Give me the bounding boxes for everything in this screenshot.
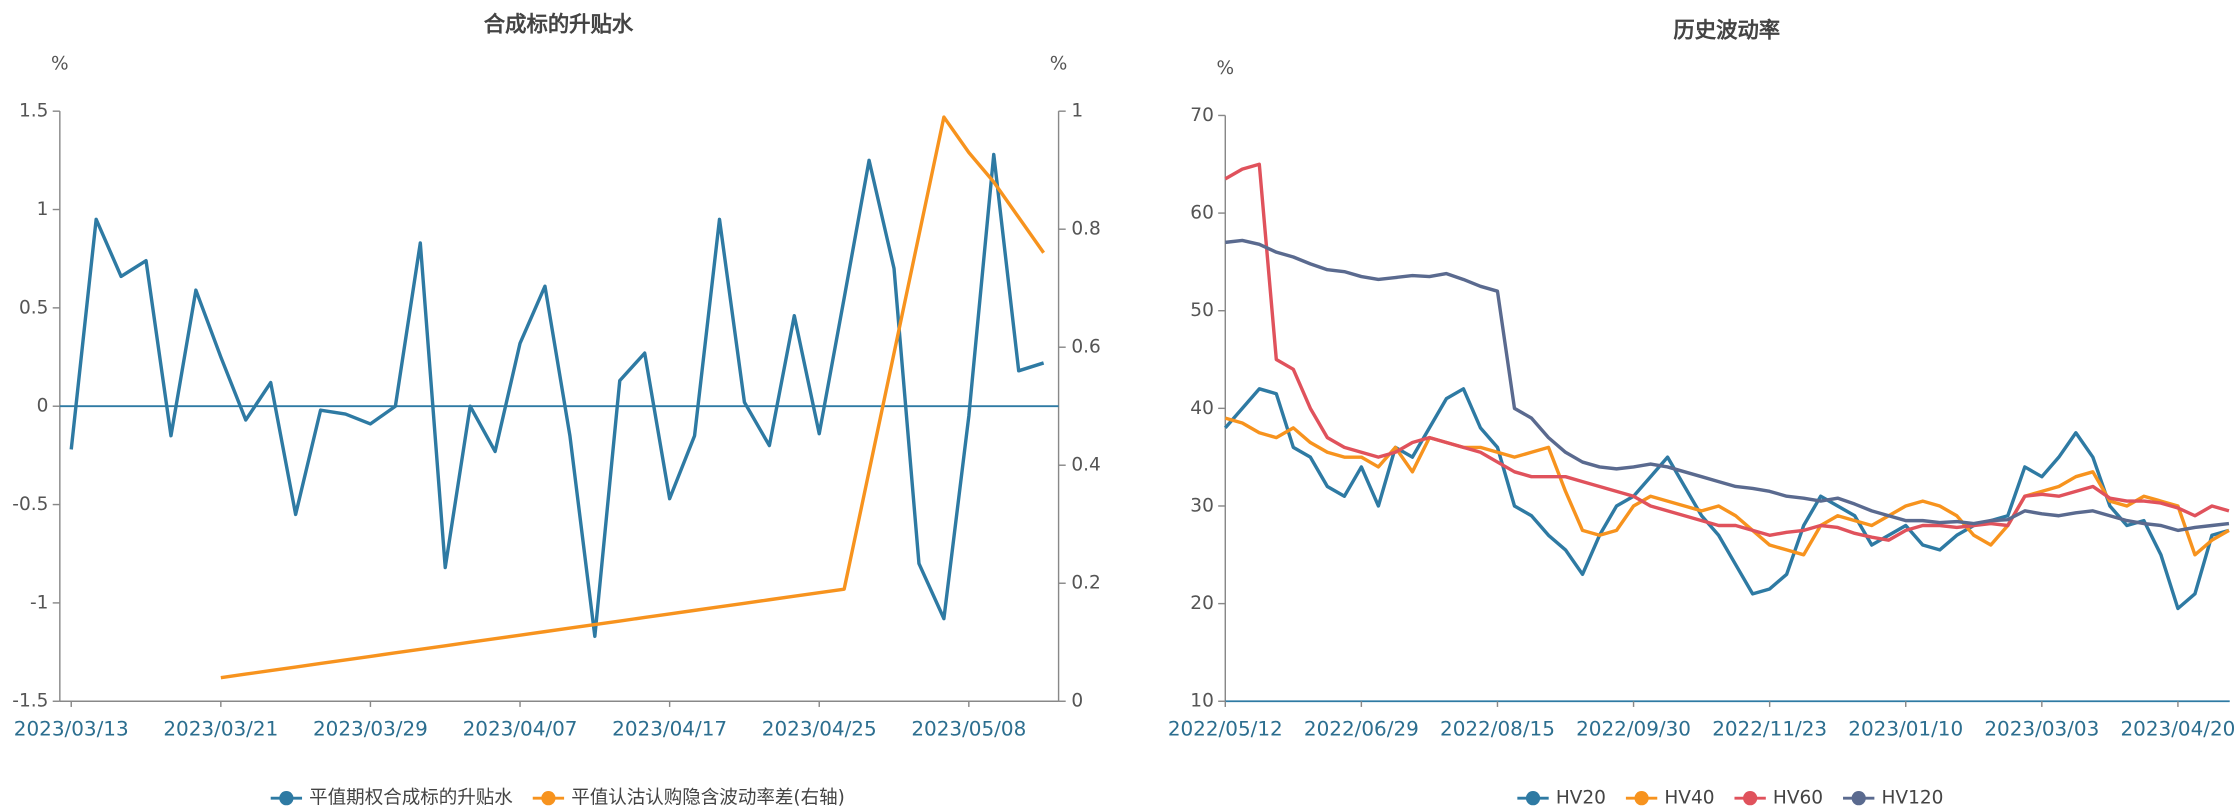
series-line [1224,416,2230,557]
legend-marker [1634,791,1649,806]
y-tick-label: 40 [1190,398,1214,419]
x-tick-label: 2023/04/07 [463,716,578,740]
y-tick-label: 30 [1190,495,1214,516]
y-tick-label: 70 [1190,105,1214,126]
chart-title: 合成标的升贴水 [484,12,634,38]
series-line [220,115,1046,680]
y-tick-label: 0.5 [19,297,48,318]
y2-tick-label: 0.2 [1071,573,1100,594]
x-tick-label: 2022/09/30 [1576,716,1691,740]
y-tick-label: -1 [30,592,48,613]
legend-label: 平值期权合成标的升贴水 [309,788,513,809]
legend-label: HV120 [1882,788,1944,809]
legend-marker [279,791,294,806]
y-tick-label: -0.5 [12,494,48,515]
x-tick-label: 2023/04/17 [612,716,727,740]
legend-label: HV20 [1556,788,1606,809]
y2-unit: % [1050,54,1068,75]
y-tick-label: 20 [1190,593,1214,614]
y-tick-label: 10 [1190,691,1214,712]
y-unit: % [1216,58,1234,79]
y2-tick-label: 0.8 [1071,219,1100,240]
series-line [69,152,1045,639]
legend-marker [541,791,556,806]
x-tick-label: 2023/03/29 [313,716,428,740]
legend-marker [1525,791,1541,806]
x-tick-label: 2022/08/15 [1440,716,1555,740]
x-tick-label: 2022/06/29 [1304,716,1419,740]
legend-label: HV40 [1664,788,1714,809]
legend-label: 平值认沽认购隐含波动率差(右轴) [571,788,845,809]
x-tick-label: 2023/03/21 [163,716,278,740]
x-tick-label: 2023/03/13 [14,716,129,740]
legend-label: HV60 [1773,788,1823,809]
y2-tick-label: 1 [1071,101,1083,122]
y-tick-label: 1 [37,199,49,220]
chart-title: 历史波动率 [1673,17,1780,43]
series-line [1223,387,2230,611]
y-unit: % [51,54,69,75]
y-tick-label: 1.5 [19,101,48,122]
y2-tick-label: 0.6 [1071,337,1100,358]
x-tick-label: 2023/04/20 [2120,716,2234,740]
y-tick-label: 60 [1190,203,1214,224]
y-tick-label: 0 [37,396,49,417]
y2-tick-label: 0.4 [1071,455,1100,476]
x-tick-label: 2023/03/03 [1984,716,2099,740]
x-tick-label: 2022/11/23 [1712,716,1827,740]
series-line [1224,162,2230,542]
x-tick-label: 2023/01/10 [1848,716,1963,740]
x-tick-label: 2022/05/12 [1168,716,1283,740]
series-line [1225,238,2230,533]
legend-marker [1851,791,1866,806]
legend-marker [1743,791,1758,806]
x-tick-label: 2023/04/25 [762,716,877,740]
x-tick-label: 2023/05/08 [911,716,1026,740]
y2-tick-label: 0 [1071,691,1083,712]
y-tick-label: 50 [1190,300,1214,321]
y-tick-label: -1.5 [12,691,48,712]
